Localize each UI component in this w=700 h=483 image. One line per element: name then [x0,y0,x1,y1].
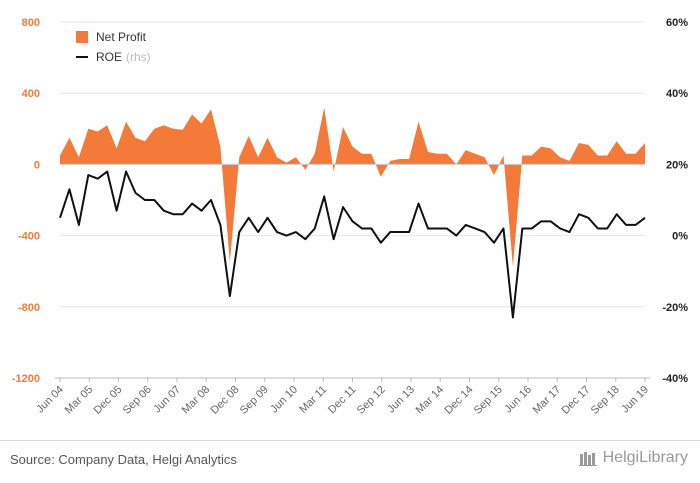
left-axis-tick-label: -1200 [12,373,40,385]
left-axis-tick-label: 400 [22,88,40,100]
legend-note-roe: (rhs) [126,50,151,64]
x-axis-tick-label: Jun 13 [385,384,417,416]
right-axis-tick-label: -40% [662,373,688,385]
x-axis-tick-label: Dec 05 [91,384,124,417]
brand-text: HelgiLibrary [602,449,688,466]
legend-label-net-profit: Net Profit [96,30,147,44]
left-axis-tick-label: -800 [18,302,40,314]
x-axis-tick-label: Mar 08 [180,384,213,417]
x-axis-tick-label: Jun 19 [619,384,651,416]
library-icon [578,452,597,466]
left-axis-tick-label: 800 [22,17,40,29]
chart-legend: Net Profit ROE (rhs) [76,27,151,67]
series-roe-line [59,170,646,319]
brand-logo: HelgiLibrary [578,449,688,467]
x-axis-tick-label: Sep 06 [121,384,154,417]
x-axis-tick-label: Dec 11 [326,384,359,417]
x-axis-tick-label: Jun 10 [268,384,300,416]
legend-item-roe: ROE (rhs) [76,47,151,67]
x-axis-tick-label: Sep 09 [238,384,271,417]
series-net-profit-area [60,107,645,267]
right-axis-tick-label: 20% [666,159,688,171]
x-axis-tick-label: Jun 04 [34,384,66,416]
x-axis-tick-label: Sep 18 [589,384,622,417]
x-axis-tick-label: Dec 08 [208,384,241,417]
right-axis-tick-label: 40% [666,88,688,100]
legend-item-net-profit: Net Profit [76,27,151,47]
left-axis-tick-label: 0 [34,159,40,171]
x-axis-tick-label: Dec 14 [442,384,475,417]
x-axis-tick-label: Jun 07 [151,384,183,416]
legend-swatch-roe [76,56,88,58]
footer-divider [0,440,700,441]
left-axis-tick-label: -400 [18,231,40,243]
source-note: Source: Company Data, Helgi Analytics [10,452,237,467]
right-axis-tick-label: -20% [662,302,688,314]
right-axis-tick-label: 60% [666,17,688,29]
legend-label-roe: ROE [96,50,123,64]
x-axis-tick-label: Dec 17 [559,384,592,417]
x-axis-tick-label: Mar 11 [297,384,329,416]
x-axis-tick-label: Mar 17 [531,384,564,417]
x-axis-tick-label: Mar 05 [63,384,96,417]
x-axis-tick-label: Jun 16 [502,384,534,416]
x-axis-tick-label: Sep 15 [472,384,505,417]
x-axis-tick-label: Sep 12 [355,384,388,417]
chart: 800 400 0 -400 -800 -1200 60% 40% 20% 0% -20% -40% J… [12,17,688,417]
legend-swatch-net-profit [76,31,88,43]
right-axis-tick-label: 0% [672,231,688,243]
x-axis-tick-label: Mar 14 [414,384,447,417]
